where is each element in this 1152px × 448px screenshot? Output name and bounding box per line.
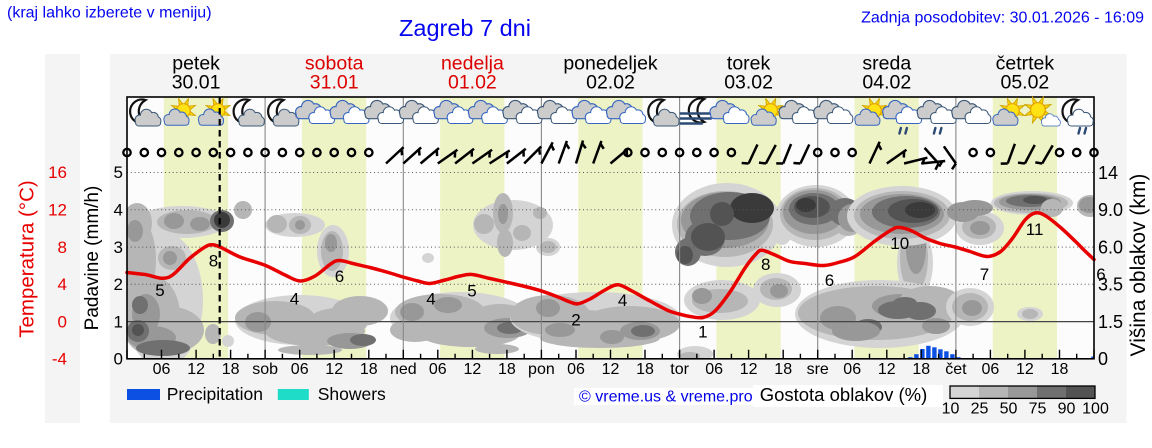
- svg-text:torek: torek: [727, 53, 771, 75]
- svg-text:18: 18: [360, 361, 378, 378]
- svg-text:12: 12: [740, 361, 758, 378]
- svg-text:2: 2: [571, 311, 580, 330]
- svg-text:90: 90: [1058, 401, 1076, 418]
- svg-text:18: 18: [912, 361, 930, 378]
- svg-text:50: 50: [1000, 401, 1018, 418]
- svg-text:12: 12: [48, 201, 67, 220]
- svg-text:18: 18: [1051, 361, 1069, 378]
- svg-text:Precipitation: Precipitation: [167, 384, 263, 404]
- svg-text:02.02: 02.02: [586, 72, 635, 94]
- svg-text:0: 0: [58, 312, 67, 331]
- svg-text:10: 10: [942, 401, 960, 418]
- svg-text:06: 06: [705, 361, 723, 378]
- svg-text:-4: -4: [52, 350, 67, 369]
- svg-text:6: 6: [825, 271, 834, 290]
- svg-text:petek: petek: [172, 53, 220, 75]
- svg-text:6.0: 6.0: [1098, 237, 1123, 257]
- svg-text:ned: ned: [390, 361, 417, 378]
- svg-text:Gostota oblakov (%): Gostota oblakov (%): [760, 384, 928, 405]
- svg-text:14: 14: [1098, 163, 1118, 183]
- svg-text:(kraj lahko izberete v meniju): (kraj lahko izberete v meniju): [7, 5, 212, 22]
- svg-text:Temperatura (°C): Temperatura (°C): [16, 180, 39, 337]
- svg-text:12: 12: [325, 361, 343, 378]
- svg-text:31.01: 31.01: [310, 72, 359, 94]
- svg-text:4: 4: [114, 201, 123, 220]
- svg-text:5: 5: [114, 163, 123, 182]
- svg-text:11: 11: [1026, 220, 1044, 239]
- svg-text:8: 8: [58, 238, 67, 257]
- svg-text:čet: čet: [945, 361, 967, 378]
- svg-text:75: 75: [1029, 401, 1047, 418]
- svg-text:nedelja: nedelja: [441, 53, 504, 75]
- svg-text:Zadnja posodobitev: 30.01.2026: Zadnja posodobitev: 30.01.2026 - 16:09: [861, 10, 1144, 27]
- svg-text:4: 4: [426, 290, 435, 309]
- svg-text:sobota: sobota: [305, 53, 364, 75]
- svg-text:sob: sob: [252, 361, 278, 378]
- svg-text:1.5: 1.5: [1098, 312, 1123, 332]
- svg-text:četrtek: četrtek: [996, 53, 1055, 75]
- svg-text:tor: tor: [670, 361, 689, 378]
- svg-text:01.02: 01.02: [448, 72, 497, 94]
- svg-text:8: 8: [209, 252, 218, 271]
- svg-text:Višina oblakov (km): Višina oblakov (km): [1127, 174, 1150, 357]
- svg-text:12: 12: [602, 361, 620, 378]
- svg-text:1: 1: [114, 312, 123, 331]
- svg-text:1: 1: [698, 323, 707, 342]
- svg-text:5: 5: [467, 282, 476, 301]
- svg-text:30.01: 30.01: [172, 72, 221, 94]
- svg-text:6: 6: [335, 267, 344, 286]
- svg-text:06: 06: [153, 361, 171, 378]
- svg-text:18: 18: [774, 361, 792, 378]
- svg-text:sreda: sreda: [862, 53, 911, 75]
- svg-text:12: 12: [1016, 361, 1034, 378]
- svg-text:4: 4: [58, 275, 67, 294]
- svg-text:Zagreb 7 dni: Zagreb 7 dni: [399, 15, 531, 41]
- svg-text:ponedeljek: ponedeljek: [563, 53, 658, 75]
- svg-text:3.5: 3.5: [1098, 275, 1123, 295]
- svg-text:18: 18: [498, 361, 516, 378]
- svg-text:9.0: 9.0: [1098, 200, 1123, 220]
- svg-text:03.02: 03.02: [724, 72, 773, 94]
- svg-text:pon: pon: [528, 361, 555, 378]
- svg-text:12: 12: [187, 361, 205, 378]
- svg-text:10: 10: [890, 234, 909, 253]
- svg-text:18: 18: [222, 361, 240, 378]
- svg-text:Padavine (mm/h): Padavine (mm/h): [82, 186, 103, 331]
- svg-text:06: 06: [429, 361, 447, 378]
- svg-text:06: 06: [291, 361, 309, 378]
- svg-text:12: 12: [464, 361, 482, 378]
- svg-text:3: 3: [114, 238, 123, 257]
- svg-text:06: 06: [843, 361, 861, 378]
- svg-text:25: 25: [971, 401, 989, 418]
- svg-text:5: 5: [155, 281, 164, 300]
- svg-text:8: 8: [761, 255, 770, 274]
- svg-text:0: 0: [114, 350, 123, 369]
- svg-text:05.02: 05.02: [1000, 72, 1049, 94]
- svg-text:06: 06: [982, 361, 1000, 378]
- svg-text:0: 0: [1098, 349, 1108, 369]
- svg-text:2: 2: [114, 275, 123, 294]
- svg-text:4: 4: [618, 291, 627, 310]
- svg-text:sre: sre: [807, 361, 829, 378]
- svg-text:© vreme.us & vreme.pro: © vreme.us & vreme.pro: [579, 389, 753, 406]
- svg-text:100: 100: [1082, 401, 1109, 418]
- svg-text:7: 7: [980, 265, 989, 284]
- svg-text:4: 4: [290, 290, 299, 309]
- svg-text:04.02: 04.02: [862, 72, 911, 94]
- svg-text:16: 16: [48, 163, 67, 182]
- svg-text:06: 06: [567, 361, 585, 378]
- svg-text:12: 12: [878, 361, 896, 378]
- svg-text:6: 6: [1096, 265, 1105, 284]
- svg-text:Showers: Showers: [318, 384, 386, 404]
- svg-text:18: 18: [636, 361, 654, 378]
